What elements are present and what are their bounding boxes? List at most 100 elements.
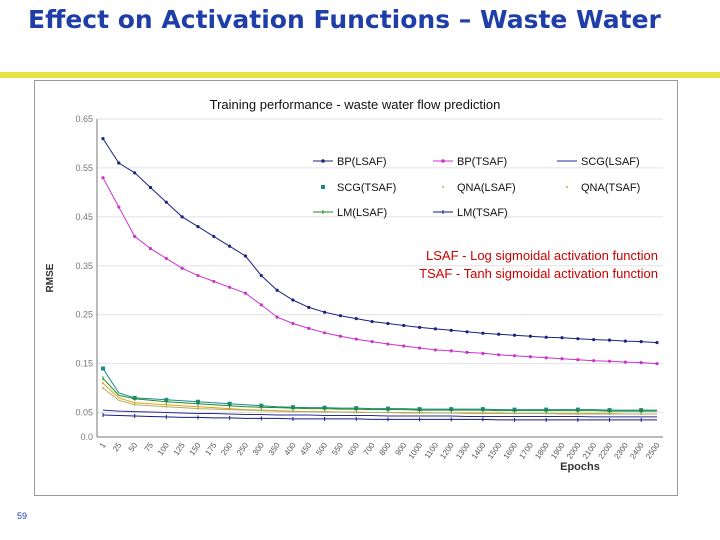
x-tick-label-28: 1800 (533, 441, 551, 461)
point-5-6 (196, 407, 199, 410)
point-5-28 (545, 412, 548, 415)
point-5-12 (291, 410, 294, 413)
series-bp-tsaf (101, 176, 659, 366)
point-5-2 (133, 403, 136, 406)
point-1-8 (228, 285, 232, 289)
point-1-31 (592, 359, 596, 363)
point-0-28 (544, 335, 548, 339)
legend-item-0: BP(LSAF) (313, 156, 387, 168)
point-1-3 (148, 247, 153, 251)
point-0-11 (275, 288, 279, 292)
series-scg-tsaf (101, 366, 657, 413)
x-tick-label-2: 50 (127, 441, 140, 454)
x-tick-label-21: 1100 (423, 441, 441, 461)
point-5-24 (481, 412, 484, 415)
point-0-32 (607, 338, 612, 342)
y-tick-label-7: 0.65 (75, 114, 93, 124)
point-1-5 (180, 266, 184, 270)
point-3-0 (101, 366, 105, 371)
point-5-10 (260, 409, 263, 412)
point-1-16 (354, 337, 358, 341)
point-0-25 (497, 332, 501, 336)
legend-item-5: QNA(TSAF) (566, 182, 640, 194)
title-divider (0, 72, 720, 78)
point-4-2 (133, 401, 136, 404)
point-1-15 (338, 334, 343, 338)
point-1-4 (164, 256, 168, 261)
point-0-6 (196, 225, 200, 229)
point-5-30 (576, 413, 579, 416)
x-tick-label-6: 150 (188, 441, 203, 458)
x-tick-label-12: 400 (283, 441, 298, 458)
x-tick-label-30: 2000 (565, 441, 583, 461)
point-0-24 (481, 331, 485, 335)
point-0-9 (243, 254, 248, 258)
legend-item-7: LM(TSAF) (433, 207, 508, 219)
x-tick-label-29: 1900 (549, 441, 567, 461)
point-0-26 (512, 333, 517, 337)
x-tick-label-27: 1700 (517, 441, 535, 461)
point-0-1 (117, 161, 121, 165)
x-tick-label-9: 250 (235, 441, 250, 458)
point-1-1 (117, 205, 121, 209)
y-gridlines (97, 118, 663, 414)
point-1-19 (402, 344, 406, 348)
legend-marker-0 (321, 159, 325, 163)
point-0-0 (101, 136, 105, 141)
point-5-8 (228, 408, 231, 411)
point-1-6 (196, 273, 200, 278)
point-1-9 (243, 291, 248, 295)
legend-swatch-3 (321, 185, 325, 189)
x-tick-label-34: 2400 (628, 441, 646, 461)
point-1-27 (528, 355, 532, 359)
chart-title: Training performance - waste water flow … (210, 97, 501, 112)
legend-item-3: SCG(TSAF) (321, 182, 396, 194)
x-tick-label-10: 300 (251, 441, 266, 458)
point-1-0 (101, 176, 105, 180)
series-bp-lsaf (101, 136, 659, 345)
point-4-6 (196, 405, 199, 408)
legend-label-0: BP(LSAF) (337, 156, 387, 168)
point-0-31 (592, 338, 596, 342)
series-line-7 (102, 414, 657, 421)
series-lm-tsaf (102, 412, 657, 422)
point-1-14 (323, 331, 327, 335)
point-0-18 (386, 321, 390, 326)
x-tick-label-33: 2300 (612, 441, 630, 461)
point-5-0 (102, 387, 104, 390)
point-1-25 (497, 353, 501, 357)
point-5-34 (640, 413, 643, 416)
point-0-5 (180, 215, 184, 219)
series-line-0 (102, 138, 658, 344)
point-1-17 (370, 340, 374, 344)
legend-item-6: LM(LSAF) (313, 207, 387, 219)
point-1-26 (512, 354, 517, 358)
x-tick-label-20: 1000 (407, 441, 425, 461)
legend-label-7: LM(TSAF) (457, 207, 508, 219)
point-0-33 (623, 339, 627, 343)
series-line-5 (102, 387, 657, 415)
legend-label-1: BP(TSAF) (457, 156, 507, 168)
point-5-22 (450, 412, 453, 415)
series-lines (101, 136, 659, 422)
x-tick-label-11: 350 (267, 441, 282, 458)
y-axis-label: RMSE (45, 263, 56, 292)
point-1-10 (259, 303, 263, 307)
x-tick-label-22: 1200 (438, 441, 456, 461)
point-0-14 (323, 310, 327, 314)
point-1-11 (275, 315, 279, 319)
point-0-13 (307, 305, 311, 309)
y-tick-labels: 0.0 0.05 0.15 0.25 0.35 0.45 0.55 0.65 (75, 114, 93, 442)
point-0-12 (291, 298, 295, 302)
x-tick-labels: 1 25 50 75 100 125 150 175 200 250 300 350 400 450 500… (98, 441, 662, 461)
series-line-6 (102, 377, 657, 412)
annotation-tsaf: TSAF - Tanh sigmoidal activation functio… (419, 266, 658, 281)
x-tick-label-31: 2100 (581, 441, 599, 461)
point-0-19 (402, 323, 406, 328)
legend: BP(LSAF) BP(TSAF) SCG(LSAF) SCG(TSAF) QNA(LS… (313, 156, 640, 219)
legend-label-6: LM(LSAF) (337, 207, 387, 219)
point-1-2 (133, 234, 137, 239)
point-0-8 (228, 244, 232, 248)
legend-label-4: QNA(LSAF) (457, 182, 516, 194)
point-1-12 (291, 321, 295, 326)
